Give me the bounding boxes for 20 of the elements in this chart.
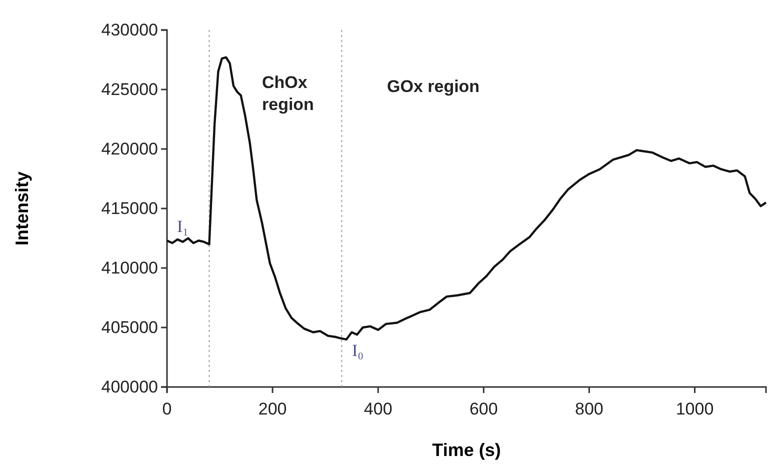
x-tick-label: 1000	[676, 400, 714, 419]
y-tick-label: 425000	[101, 80, 158, 99]
y-axis-title: Intensity	[12, 171, 32, 246]
annotation: GOx region	[387, 77, 480, 96]
x-tick-label: 200	[258, 400, 287, 419]
y-tick-label: 400000	[101, 377, 158, 396]
y-tick-label: 430000	[101, 20, 158, 40]
y-tick-label: 410000	[101, 258, 158, 278]
annotation: I₁	[177, 217, 189, 236]
x-tick-label: 800	[575, 400, 604, 419]
x-tick-label: 400	[364, 400, 392, 419]
annotation: ChOx region	[262, 73, 314, 114]
annotation: I₀	[352, 341, 364, 360]
y-tick-label: 415000	[101, 198, 158, 218]
y-tick-label: 405000	[101, 318, 158, 337]
line-series	[166, 56, 768, 340]
x-axis-title: Time (s)	[432, 440, 501, 460]
x-tick-label: 600	[469, 400, 498, 419]
y-tick-label: 420000	[101, 139, 158, 158]
x-tick-label: 0	[162, 400, 172, 419]
